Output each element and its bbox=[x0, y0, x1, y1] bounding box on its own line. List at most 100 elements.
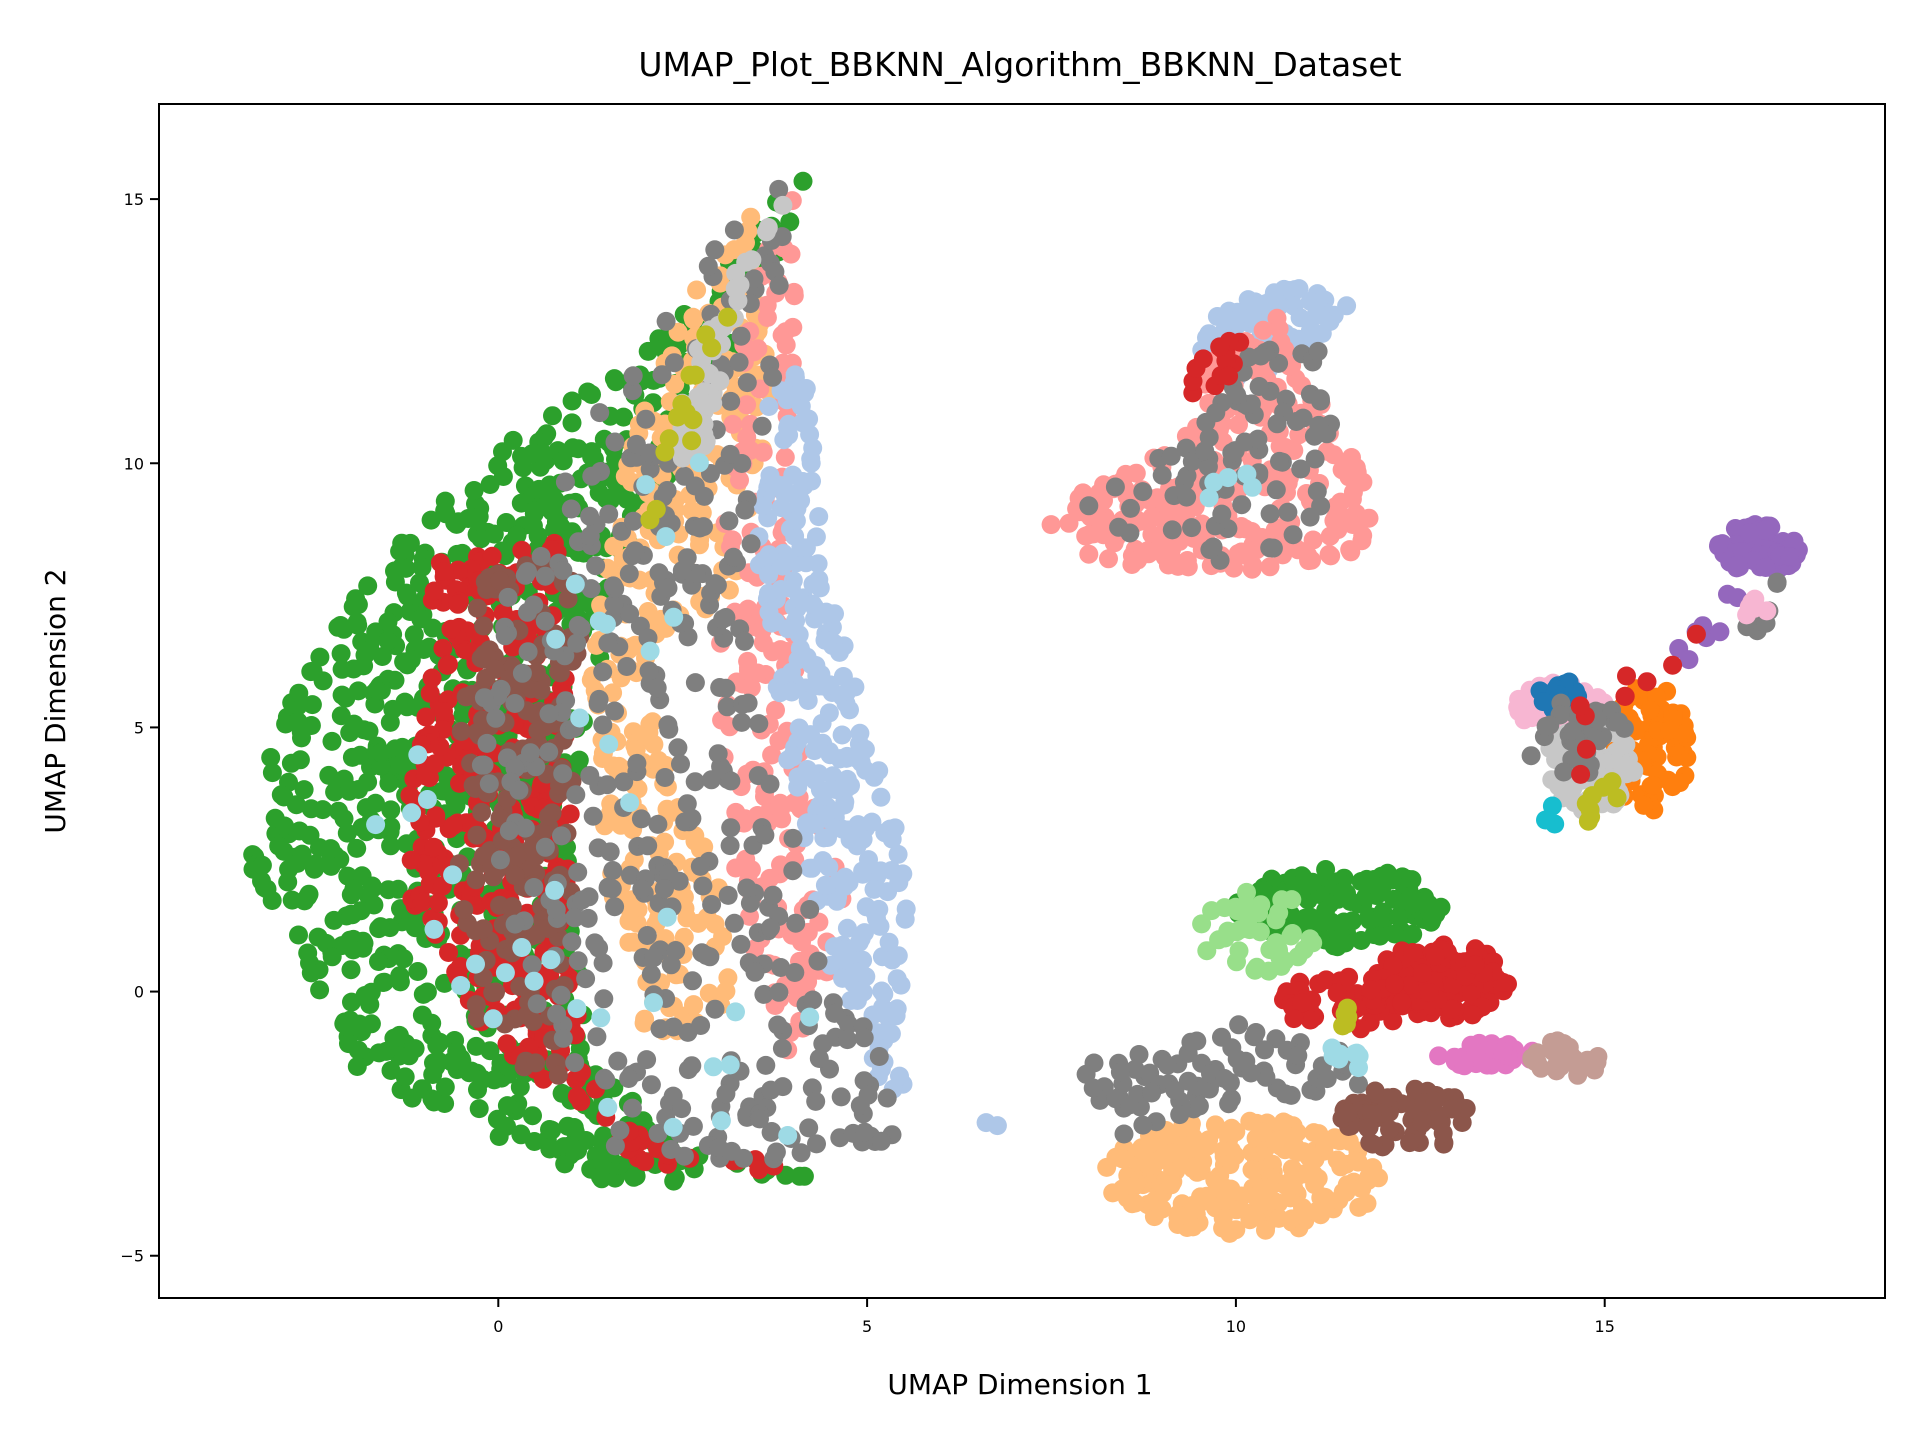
scatter-point bbox=[598, 633, 618, 653]
scatter-point bbox=[605, 701, 625, 721]
scatter-point bbox=[572, 890, 592, 910]
scatter-point bbox=[1226, 897, 1245, 917]
scatter-point bbox=[531, 547, 551, 566]
x-tick-label: 10 bbox=[1226, 1317, 1246, 1336]
scatter-point bbox=[815, 630, 835, 650]
scatter-point bbox=[1757, 601, 1777, 621]
scatter-point bbox=[526, 662, 546, 682]
scatter-point bbox=[721, 818, 741, 838]
scatter-point bbox=[1329, 1190, 1349, 1210]
scatter-point bbox=[384, 1028, 404, 1048]
scatter-point bbox=[360, 640, 380, 660]
scatter-point bbox=[628, 779, 648, 799]
scatter-point bbox=[1197, 941, 1217, 961]
scatter-point bbox=[689, 453, 709, 473]
scatter-point bbox=[1385, 974, 1404, 994]
scatter-point bbox=[394, 949, 414, 969]
scatter-point bbox=[1202, 901, 1222, 921]
scatter-point bbox=[705, 240, 725, 260]
scatter-point bbox=[1222, 1118, 1242, 1138]
scatter-point bbox=[1357, 869, 1377, 889]
scatter-point bbox=[619, 564, 639, 584]
scatter-point bbox=[1215, 1191, 1235, 1211]
scatter-point bbox=[639, 443, 659, 463]
scatter-point bbox=[448, 560, 468, 580]
scatter-point bbox=[261, 748, 281, 767]
scatter-point bbox=[466, 995, 486, 1015]
scatter-point bbox=[1533, 692, 1553, 712]
scatter-point bbox=[603, 756, 623, 776]
scatter-point bbox=[740, 893, 760, 913]
scatter-point bbox=[310, 980, 330, 1000]
scatter-point bbox=[495, 963, 515, 983]
scatter-point bbox=[749, 714, 769, 734]
scatter-point bbox=[772, 1038, 792, 1058]
scatter-point bbox=[1343, 515, 1363, 534]
scatter-point bbox=[408, 962, 428, 981]
scatter-point bbox=[658, 578, 678, 598]
scatter-point bbox=[596, 1070, 616, 1090]
scatter-point bbox=[308, 927, 328, 947]
scatter-point bbox=[565, 574, 585, 594]
scatter-point bbox=[766, 700, 785, 720]
scatter-point bbox=[402, 1088, 422, 1108]
scatter-point bbox=[526, 1053, 546, 1073]
scatter-point bbox=[464, 481, 484, 500]
scatter-point bbox=[301, 662, 321, 682]
scatter-point bbox=[809, 1049, 829, 1068]
scatter-point bbox=[1219, 1094, 1239, 1114]
scatter-point bbox=[469, 1099, 489, 1119]
scatter-point bbox=[869, 1047, 889, 1066]
scatter-point bbox=[1316, 860, 1336, 879]
scatter-point bbox=[1570, 696, 1590, 716]
scatter-point bbox=[792, 380, 812, 400]
scatter-point bbox=[1161, 446, 1181, 466]
scatter-point bbox=[1385, 924, 1405, 944]
scatter-point bbox=[1097, 1157, 1117, 1177]
scatter-point bbox=[877, 1088, 897, 1108]
scatter-point bbox=[583, 806, 603, 826]
scatter-point bbox=[443, 865, 463, 885]
scatter-point bbox=[637, 726, 657, 746]
scatter-point bbox=[650, 1019, 670, 1039]
scatter-point bbox=[446, 796, 466, 815]
scatter-point bbox=[487, 1109, 507, 1129]
scatter-point bbox=[587, 1027, 607, 1047]
scatter-point bbox=[649, 563, 669, 583]
x-tick-label: 15 bbox=[1595, 1317, 1615, 1336]
scatter-point bbox=[443, 816, 463, 836]
scatter-point bbox=[477, 733, 497, 753]
scatter-point bbox=[1266, 480, 1286, 500]
scatter-point bbox=[705, 574, 725, 594]
scatter-point bbox=[292, 844, 312, 864]
scatter-point bbox=[1640, 700, 1660, 720]
scatter-point bbox=[1249, 903, 1269, 923]
scatter-point bbox=[701, 770, 721, 790]
scatter-point bbox=[1568, 1065, 1588, 1085]
scatter-point bbox=[433, 638, 453, 658]
scatter-point bbox=[766, 1142, 786, 1162]
scatter-point bbox=[1212, 504, 1232, 524]
scatter-point bbox=[1547, 1061, 1566, 1081]
scatter-point bbox=[699, 983, 719, 1003]
scatter-point bbox=[1161, 1175, 1181, 1195]
scatter-point bbox=[490, 850, 510, 870]
scatter-point bbox=[1114, 1124, 1134, 1144]
scatter-point bbox=[1059, 513, 1079, 533]
scatter-point bbox=[1380, 1120, 1399, 1139]
scatter-point bbox=[890, 1066, 909, 1086]
scatter-point bbox=[1462, 985, 1481, 1005]
scatter-point bbox=[1316, 901, 1336, 920]
scatter-point bbox=[553, 1028, 573, 1048]
scatter-point bbox=[1442, 1099, 1462, 1119]
scatter-point bbox=[720, 836, 740, 856]
scatter-point bbox=[580, 506, 600, 526]
scatter-point bbox=[685, 772, 705, 792]
scatter-point bbox=[1709, 535, 1729, 555]
scatter-point bbox=[551, 985, 571, 1005]
scatter-point bbox=[768, 1015, 788, 1035]
scatter-point bbox=[815, 875, 835, 895]
scatter-point bbox=[413, 984, 433, 1004]
scatter-point bbox=[689, 393, 709, 412]
scatter-point bbox=[644, 993, 663, 1013]
